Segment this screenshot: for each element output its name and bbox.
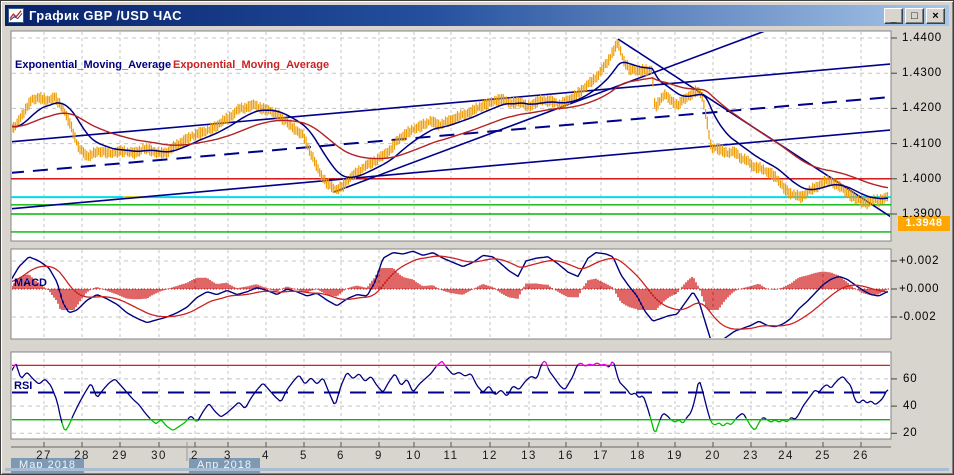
trendline [333, 32, 765, 193]
close-button[interactable]: × [926, 7, 945, 24]
title-bar[interactable]: График GBP /USD ЧАС _ □ × [5, 5, 949, 26]
chart-icon [8, 8, 24, 23]
chart-canvas[interactable] [1, 27, 954, 475]
macd-histogram [12, 268, 889, 310]
trendline [12, 96, 890, 174]
maximize-button[interactable]: □ [905, 7, 924, 24]
rsi-line-overbought [13, 360, 615, 369]
rsi-line-oversold [61, 416, 791, 433]
trendline [12, 129, 890, 210]
window-bottom-edge [5, 468, 949, 471]
ema-slow-line [12, 77, 889, 189]
candles [12, 38, 889, 210]
window-title: График GBP /USD ЧАС [29, 8, 182, 23]
minimize-button[interactable]: _ [884, 7, 903, 24]
trendline [12, 63, 890, 143]
macd-signal-line [12, 255, 889, 330]
window-controls: _ □ × [884, 7, 945, 24]
rsi-line [12, 363, 889, 423]
ema-fast-line [12, 61, 889, 200]
